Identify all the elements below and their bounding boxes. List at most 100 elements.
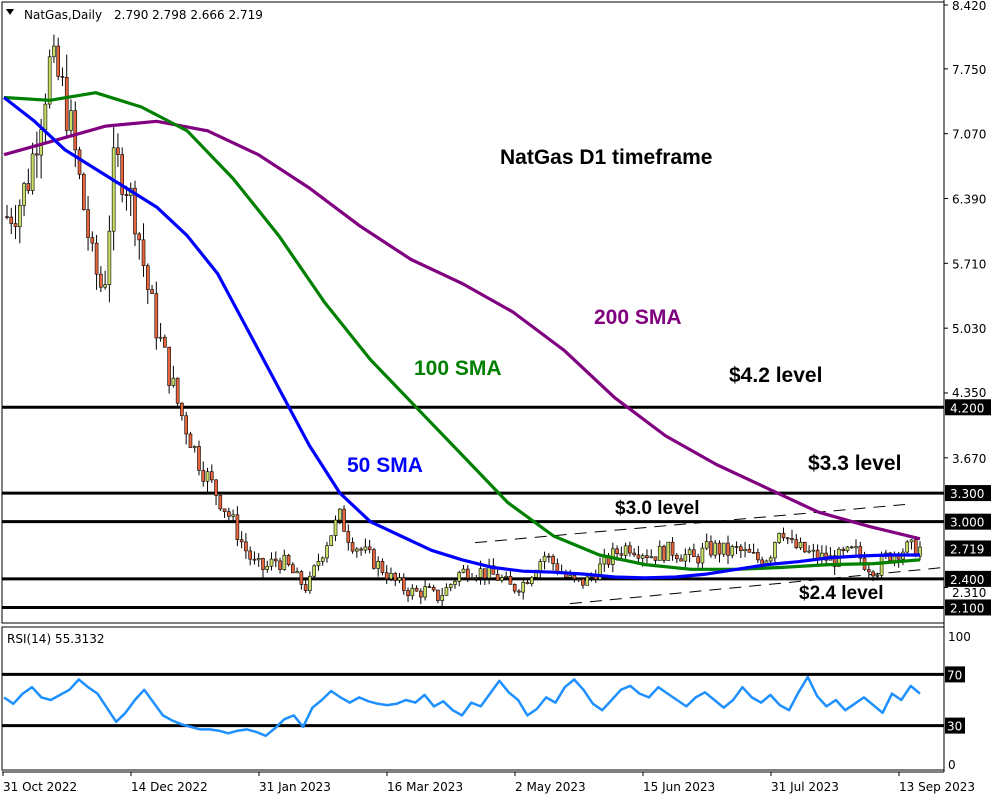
bull-candle xyxy=(389,572,393,580)
bull-candle xyxy=(879,556,884,576)
sma50-annotation: 50 SMA xyxy=(347,454,423,477)
price-tick-label: 8.420 xyxy=(952,0,986,13)
time-tick-label: 14 Dec 2022 xyxy=(131,780,208,794)
bull-candle xyxy=(798,541,803,549)
bear-candle xyxy=(278,560,282,570)
bull-candle xyxy=(355,548,359,552)
bear-candle xyxy=(154,293,159,339)
bear-candle xyxy=(572,575,577,580)
bull-candle xyxy=(316,561,321,567)
bear-candle xyxy=(739,546,743,551)
bear-candle xyxy=(73,110,78,151)
bull-candle xyxy=(333,519,338,536)
bull-candle xyxy=(47,56,52,105)
sma200-line xyxy=(3,119,921,541)
bull-candle xyxy=(107,230,112,285)
bear-candle xyxy=(401,577,406,591)
sma100-line xyxy=(3,91,921,571)
bear-candle xyxy=(218,495,223,510)
bear-candle xyxy=(94,242,99,275)
rsi-level-box xyxy=(945,666,965,683)
bear-candle xyxy=(692,549,696,557)
main-chart-frame xyxy=(1,1,945,624)
bull-candle xyxy=(440,595,444,601)
bear-candle xyxy=(299,571,304,585)
bear-candle xyxy=(359,548,363,551)
bear-candle xyxy=(581,578,585,586)
sma100-annotation: 100 SMA xyxy=(414,357,502,380)
bear-candle xyxy=(849,546,854,549)
bull-candle xyxy=(585,576,590,586)
bear-candle xyxy=(367,546,372,551)
level-4-2-annotation: $4.2 level xyxy=(729,364,822,387)
bull-candle xyxy=(158,336,163,339)
time-tick-label: 2 May 2023 xyxy=(515,780,586,794)
time-tick-label: 13 Sep 2023 xyxy=(899,780,975,794)
bull-candle xyxy=(43,103,48,130)
bear-candle xyxy=(794,539,799,549)
bear-candle xyxy=(393,572,398,581)
bull-candle xyxy=(521,581,526,593)
bear-candle xyxy=(483,568,487,579)
price-tick-label: 5.030 xyxy=(952,322,986,336)
bull-candle xyxy=(568,575,572,578)
bear-candle xyxy=(747,548,752,553)
bull-candle xyxy=(683,554,688,562)
triangle-down-icon[interactable] xyxy=(6,9,14,15)
bull-candle xyxy=(52,45,56,58)
rsi-level-box xyxy=(945,717,965,734)
bull-candle xyxy=(171,377,176,386)
bull-candle xyxy=(111,147,116,232)
rsi-label: RSI(14) 55.3132 xyxy=(7,632,105,646)
bear-candle xyxy=(465,568,470,579)
bear-candle xyxy=(858,546,863,559)
bull-candle xyxy=(103,284,107,288)
ohlc-values: 2.790 2.798 2.666 2.719 xyxy=(114,8,263,22)
bull-candle xyxy=(461,568,466,573)
price-tick-label: 7.750 xyxy=(952,63,986,77)
bull-candle xyxy=(713,542,718,556)
bear-candle xyxy=(495,573,500,581)
bull-candle xyxy=(768,557,773,562)
bear-candle xyxy=(832,555,837,567)
bear-candle xyxy=(64,76,69,131)
bear-candle xyxy=(696,556,700,564)
bear-candle xyxy=(81,174,86,210)
bull-candle xyxy=(875,574,880,577)
bear-candle xyxy=(141,239,146,266)
trend-channel-lines xyxy=(474,504,945,605)
level-label: 3.300 xyxy=(950,487,984,501)
bull-candle xyxy=(312,565,316,577)
bear-candle xyxy=(180,402,184,417)
bull-candle xyxy=(504,576,508,578)
bear-candle xyxy=(235,514,240,540)
time-tick-label: 15 Jun 2023 xyxy=(643,780,715,794)
rsi-panel-frame xyxy=(1,626,945,771)
bear-candle xyxy=(163,336,167,348)
bull-candle xyxy=(308,575,312,591)
level-label: 4.200 xyxy=(950,401,984,415)
bull-candle xyxy=(700,547,705,564)
bear-candle xyxy=(628,545,632,554)
bull-candle xyxy=(17,205,22,228)
bear-candle xyxy=(380,561,385,573)
bull-candle xyxy=(295,571,299,574)
bear-candle xyxy=(785,537,790,540)
level-label: 2.100 xyxy=(950,601,984,615)
price-tick-label: 2.310 xyxy=(952,586,986,600)
level-2-4-annotation: $2.4 level xyxy=(799,583,884,604)
bull-candle xyxy=(649,556,654,559)
price-axis: 8.420 7.750 7.070 6.390 5.710 5.030 4.350 3.670… xyxy=(944,0,986,600)
bear-candle xyxy=(781,533,786,539)
bull-candle xyxy=(320,557,325,562)
bear-candle xyxy=(717,542,722,555)
bull-candle xyxy=(30,153,35,191)
rsi-line xyxy=(3,675,921,738)
bear-candle xyxy=(188,433,193,448)
bull-candle xyxy=(453,581,457,585)
level-price-labels: 4.200 3.300 3.000 2.400 2.100 2.719 xyxy=(945,399,991,616)
rsi-tick-label: 30 xyxy=(947,720,962,734)
upper-channel-line xyxy=(474,504,906,544)
bear-candle xyxy=(867,569,871,573)
